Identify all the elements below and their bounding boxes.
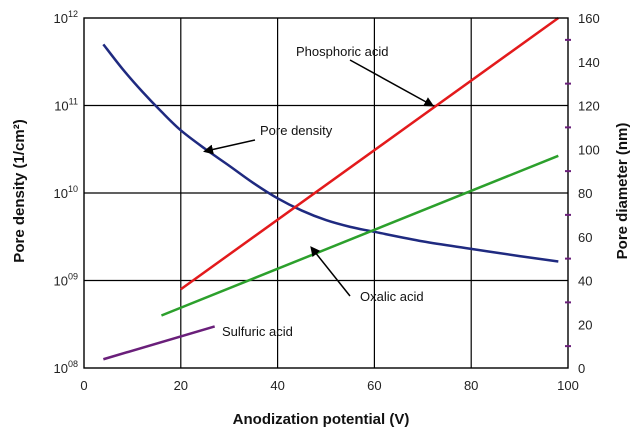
x-tick-label: 60 bbox=[367, 378, 381, 393]
x-tick-label: 100 bbox=[557, 378, 579, 393]
series-line-sulfuric-acid bbox=[103, 325, 216, 361]
y-left-tick-label: 1012 bbox=[54, 9, 78, 26]
y-right-tick-label: 0 bbox=[578, 361, 585, 376]
annotation-sulfuric-acid: Sulfuric acid bbox=[222, 324, 293, 339]
y-right-tick-label: 20 bbox=[578, 317, 592, 332]
x-axis-title: Anodization potential (V) bbox=[233, 411, 410, 428]
y-right-tick-label: 100 bbox=[578, 142, 600, 157]
series-layer bbox=[102, 16, 560, 361]
annotations: Phosphoric acid Pore density Oxalic acid Su… bbox=[203, 44, 435, 339]
y-left-tick-label: 1010 bbox=[54, 184, 78, 201]
x-tick-label: 80 bbox=[464, 378, 478, 393]
series-line-pore-density bbox=[102, 43, 559, 263]
x-tick-label: 40 bbox=[270, 378, 284, 393]
series-line-oxalic-acid bbox=[160, 154, 559, 317]
annotation-arrow bbox=[203, 139, 256, 155]
y-right-tick-label: 60 bbox=[578, 230, 592, 245]
x-tick-label: 20 bbox=[174, 378, 188, 393]
y-left-tick-label: 1011 bbox=[54, 97, 78, 114]
annotation-arrow bbox=[310, 246, 351, 297]
y-axis-left-title: Pore density (1/cm²) bbox=[11, 119, 28, 262]
annotation-arrow bbox=[349, 59, 435, 107]
annotation-oxalic-acid: Oxalic acid bbox=[360, 289, 424, 304]
y-axis-right-title: Pore diameter (nm) bbox=[614, 123, 631, 260]
annotation-pore-density: Pore density bbox=[260, 123, 333, 138]
y-right-tick-label: 40 bbox=[578, 274, 592, 289]
grid bbox=[84, 18, 568, 368]
y-left-tick-label: 1008 bbox=[54, 359, 78, 376]
y-right-tick-label: 140 bbox=[578, 55, 600, 70]
x-tick-label: 0 bbox=[80, 378, 87, 393]
y-right-tick-label: 120 bbox=[578, 99, 600, 114]
tick-labels: 0 20 40 60 80 100 1008 1009 1010 1011 1012 0 20 40 60 8… bbox=[54, 9, 600, 393]
y-right-tick-label: 80 bbox=[578, 186, 592, 201]
annotation-phosphoric-acid: Phosphoric acid bbox=[296, 44, 389, 59]
plot-frame bbox=[83, 17, 569, 369]
y-right-tick-label: 160 bbox=[578, 11, 600, 26]
series-line-phosphoric-acid bbox=[180, 16, 560, 291]
y-left-tick-label: 1009 bbox=[54, 272, 78, 289]
